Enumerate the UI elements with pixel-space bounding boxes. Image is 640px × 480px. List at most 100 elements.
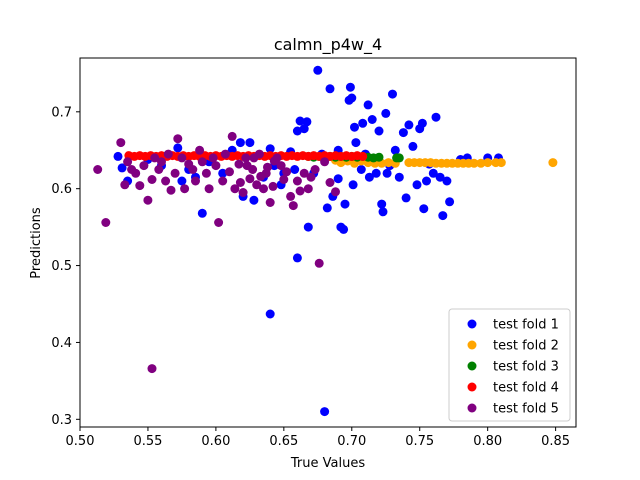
data-point-fold-5 [279,175,289,184]
data-point-fold-5 [303,184,313,194]
y-axis: 0.3 0.4 0.5 0.6 0.7 [51,105,80,428]
data-point-fold-1 [401,193,411,203]
data-point-fold-1 [113,151,123,161]
data-point-fold-1 [245,138,255,148]
data-point-fold-5 [218,176,228,186]
data-point-fold-5 [147,175,157,184]
data-point-fold-2 [469,158,479,168]
x-tick-label: 0.75 [405,434,434,449]
data-point-fold-5 [214,218,224,227]
data-point-fold-5 [173,134,183,144]
legend-marker-fold-4 [467,382,477,392]
legend-marker-fold-2 [467,340,477,350]
x-tick-label: 0.70 [337,434,366,449]
data-point-fold-1 [394,172,404,182]
data-point-fold-1 [371,168,381,178]
data-point-fold-5 [143,195,153,205]
data-point-fold-5 [325,178,335,187]
data-point-fold-1 [197,208,207,218]
data-point-fold-5 [295,186,305,196]
data-point-fold-5 [195,145,205,155]
data-point-fold-3 [374,152,384,162]
data-point-fold-5 [259,184,268,194]
data-point-fold-1 [356,165,366,174]
data-point-fold-5 [268,181,278,191]
data-point-fold-1 [340,199,350,209]
data-point-fold-5 [252,180,262,190]
data-point-fold-1 [249,195,259,205]
data-point-fold-1 [351,138,361,148]
data-point-fold-1 [290,165,300,174]
chart-title: calmn_p4w_4 [274,35,382,55]
data-point-fold-4 [358,151,368,161]
data-point-fold-5 [180,184,190,194]
data-point-fold-5 [220,149,230,159]
y-tick-label: 0.6 [51,182,72,197]
data-point-fold-5 [101,218,111,227]
data-point-fold-3 [394,153,404,163]
data-point-fold-5 [282,167,292,177]
data-point-fold-1 [374,126,384,136]
data-point-fold-1 [381,108,391,118]
data-point-fold-5 [170,168,180,178]
data-point-fold-1 [347,93,357,103]
data-point-fold-5 [139,161,149,171]
data-point-fold-5 [299,168,309,178]
y-tick-label: 0.3 [51,413,72,428]
data-point-fold-5 [235,178,245,187]
data-point-fold-5 [234,159,244,169]
y-tick-label: 0.4 [51,336,72,351]
data-point-fold-5 [265,198,275,207]
x-tick-label: 0.50 [66,434,95,449]
data-point-fold-5 [242,161,252,171]
data-point-fold-1 [322,203,332,213]
data-point-fold-1 [442,176,452,186]
data-point-fold-1 [320,407,330,417]
data-point-fold-5 [131,168,141,178]
data-point-fold-5 [188,165,198,174]
data-point-fold-5 [256,171,266,181]
data-point-fold-5 [166,185,176,195]
data-point-fold-5 [177,153,187,163]
data-point-fold-5 [263,162,272,172]
data-point-fold-1 [428,168,438,178]
data-point-fold-5 [292,176,302,186]
data-point-fold-1 [445,197,455,207]
data-point-fold-1 [431,112,441,122]
data-point-fold-5 [314,258,324,268]
data-point-fold-5 [238,188,248,197]
data-point-fold-5 [310,165,320,174]
data-point-fold-1 [117,163,127,173]
data-point-fold-1 [398,128,408,138]
data-point-fold-2 [496,158,506,168]
data-point-fold-5 [120,180,130,190]
data-point-fold-5 [320,157,330,167]
data-point-fold-1 [358,118,368,128]
data-point-fold-5 [161,176,171,186]
data-point-fold-5 [208,153,218,163]
data-point-fold-5 [157,157,166,167]
data-point-fold-5 [225,167,234,177]
data-point-fold-2 [476,158,486,168]
data-point-fold-5 [211,161,221,171]
data-point-fold-5 [154,165,164,174]
data-point-fold-1 [417,118,427,128]
data-point-fold-1 [292,253,302,263]
data-point-fold-1 [325,84,335,94]
legend: test fold 1 test fold 2 test fold 3 test fo… [448,308,571,422]
data-point-fold-5 [150,153,160,163]
data-point-fold-1 [313,65,323,75]
legend-label-fold-2: test fold 2 [493,339,559,354]
data-point-fold-1 [438,211,448,221]
data-point-fold-1 [333,174,343,184]
data-point-fold-1 [299,124,309,134]
data-point-fold-1 [345,82,355,92]
data-point-fold-1 [435,172,445,182]
data-point-fold-5 [123,157,133,167]
data-point-fold-5 [191,176,200,186]
x-tick-label: 0.80 [473,434,502,449]
legend-label-fold-5: test fold 5 [493,402,559,417]
data-point-fold-5 [249,153,259,163]
legend-box [448,308,571,422]
data-point-fold-5 [116,138,126,148]
